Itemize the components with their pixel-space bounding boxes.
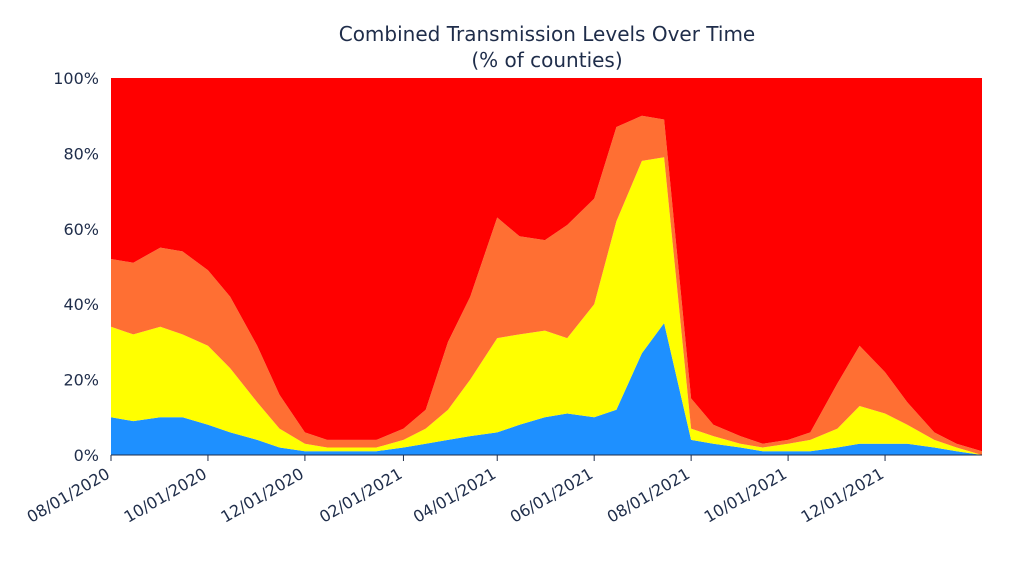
area-series-3 (111, 115, 982, 455)
x-tick-label: 08/01/2020 (24, 464, 113, 527)
x-tick-label: 04/01/2021 (410, 464, 499, 527)
x-tick-label: 10/01/2021 (701, 464, 790, 527)
y-tick-label: 40% (63, 295, 99, 314)
area-series-4 (111, 78, 982, 452)
y-tick-label: 100% (53, 69, 99, 88)
x-tick-label: 08/01/2021 (604, 464, 693, 527)
x-tick-label: 06/01/2021 (507, 464, 596, 527)
plot-area (111, 78, 982, 455)
y-tick-label: 0% (74, 446, 99, 465)
y-tick-label: 20% (63, 371, 99, 390)
y-tick-label: 80% (63, 144, 99, 163)
chart-subtitle: (% of counties) (471, 48, 622, 72)
area-series-2 (111, 157, 982, 455)
x-axis: 08/01/2020 10/01/2020 12/01/2020 02/01/2021… (24, 454, 982, 527)
y-axis: 0% 20% 40% 60% 80% 100% (53, 69, 99, 465)
x-tick-label: 02/01/2021 (316, 464, 405, 527)
x-tick-label: 12/01/2021 (798, 464, 887, 527)
x-tick-label: 12/01/2020 (218, 464, 307, 527)
area-series-1 (111, 323, 982, 455)
x-tick-label: 10/01/2020 (121, 464, 210, 527)
chart-title: Combined Transmission Levels Over Time (339, 22, 756, 46)
y-tick-label: 60% (63, 220, 99, 239)
